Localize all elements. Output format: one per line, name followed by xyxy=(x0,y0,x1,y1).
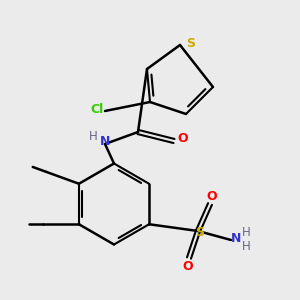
Text: S: S xyxy=(186,37,195,50)
Text: S: S xyxy=(195,226,204,239)
Text: O: O xyxy=(206,190,217,203)
Text: N: N xyxy=(231,232,242,245)
Text: O: O xyxy=(177,131,188,145)
Text: H: H xyxy=(88,130,98,143)
Text: N: N xyxy=(100,135,110,148)
Text: H: H xyxy=(242,226,250,239)
Text: H: H xyxy=(242,240,250,253)
Text: Cl: Cl xyxy=(91,103,104,116)
Text: O: O xyxy=(182,260,193,273)
